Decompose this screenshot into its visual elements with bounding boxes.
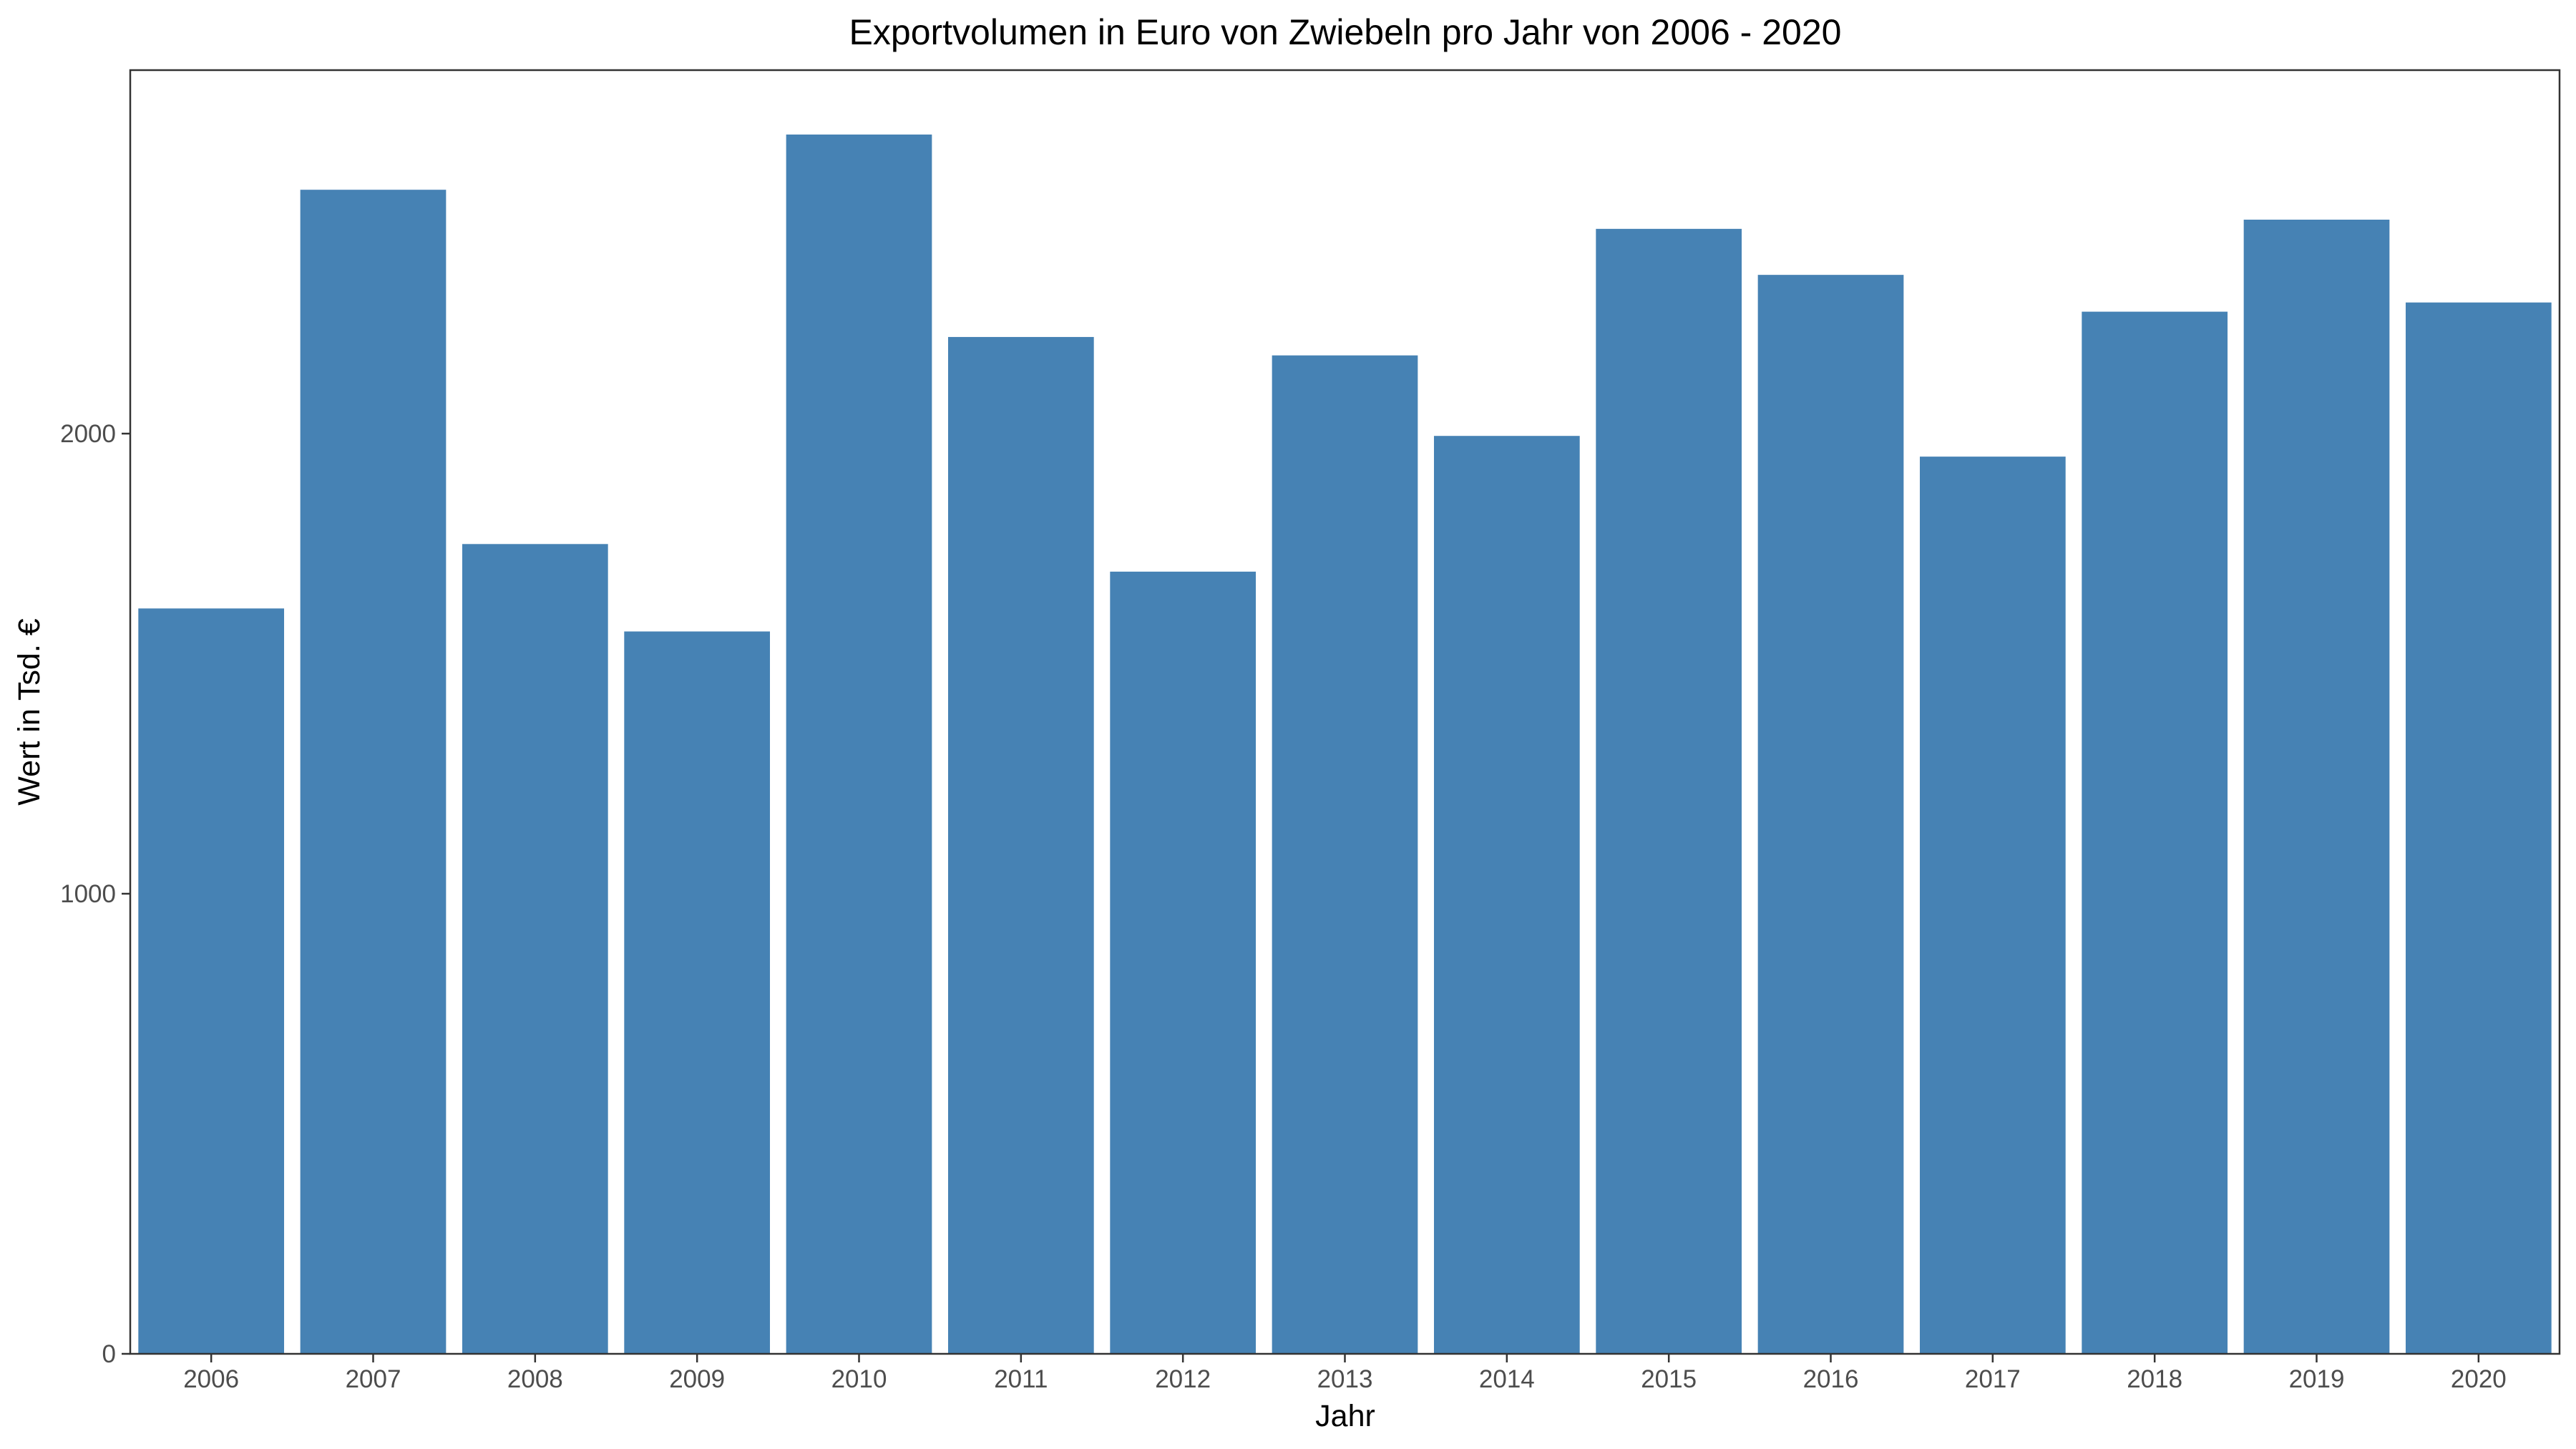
x-tick-label-2020: 2020 [2451, 1365, 2507, 1393]
x-tick-label-2019: 2019 [2289, 1365, 2345, 1393]
bar-2016 [1757, 275, 1904, 1354]
x-tick-label-2008: 2008 [507, 1365, 563, 1393]
x-tick-label-2015: 2015 [1641, 1365, 1697, 1393]
x-tick-label-2010: 2010 [831, 1365, 887, 1393]
bar-2010 [786, 135, 932, 1355]
y-axis-ticks: 0 1000 2000 [60, 420, 130, 1368]
y-axis-title: Wert in Tsd. € [12, 618, 47, 805]
bar-2012 [1110, 571, 1257, 1354]
x-tick-label-2013: 2013 [1317, 1365, 1373, 1393]
plot-panel-border [129, 69, 2561, 1355]
bar-2006 [138, 608, 285, 1355]
bar-2013 [1272, 355, 1418, 1355]
x-tick-label-2018: 2018 [2127, 1365, 2182, 1393]
x-tick-label-2014: 2014 [1479, 1365, 1535, 1393]
x-tick-label-2012: 2012 [1155, 1365, 1211, 1393]
bar-2018 [2082, 311, 2228, 1354]
chart-title: Exportvolumen in Euro von Zwiebeln pro J… [849, 12, 1842, 52]
bar-2017 [1919, 457, 2066, 1354]
bar-2019 [2243, 219, 2390, 1354]
bar-2011 [947, 336, 1094, 1354]
bar-2007 [300, 190, 447, 1354]
y-tick-label-1000: 1000 [60, 880, 116, 908]
bar-2009 [624, 631, 771, 1354]
x-tick-label-2007: 2007 [346, 1365, 401, 1393]
bar-2015 [1596, 228, 1742, 1354]
bar-2020 [2405, 302, 2552, 1354]
x-axis-ticks: 2006 2007 2008 2009 2010 2011 2012 2013 2014 2015… [183, 1354, 2507, 1393]
x-tick-label-2011: 2011 [994, 1365, 1048, 1393]
x-tick-label-2017: 2017 [1965, 1365, 2021, 1393]
bar-2014 [1433, 436, 1580, 1354]
x-tick-label-2016: 2016 [1803, 1365, 1859, 1393]
x-tick-label-2009: 2009 [669, 1365, 725, 1393]
bars-group [138, 135, 2552, 1355]
x-axis-title: Jahr [1315, 1399, 1375, 1433]
y-tick-label-0: 0 [102, 1340, 116, 1368]
y-tick-label-2000: 2000 [60, 420, 116, 448]
x-tick-label-2006: 2006 [183, 1365, 239, 1393]
bar-2008 [462, 544, 608, 1355]
